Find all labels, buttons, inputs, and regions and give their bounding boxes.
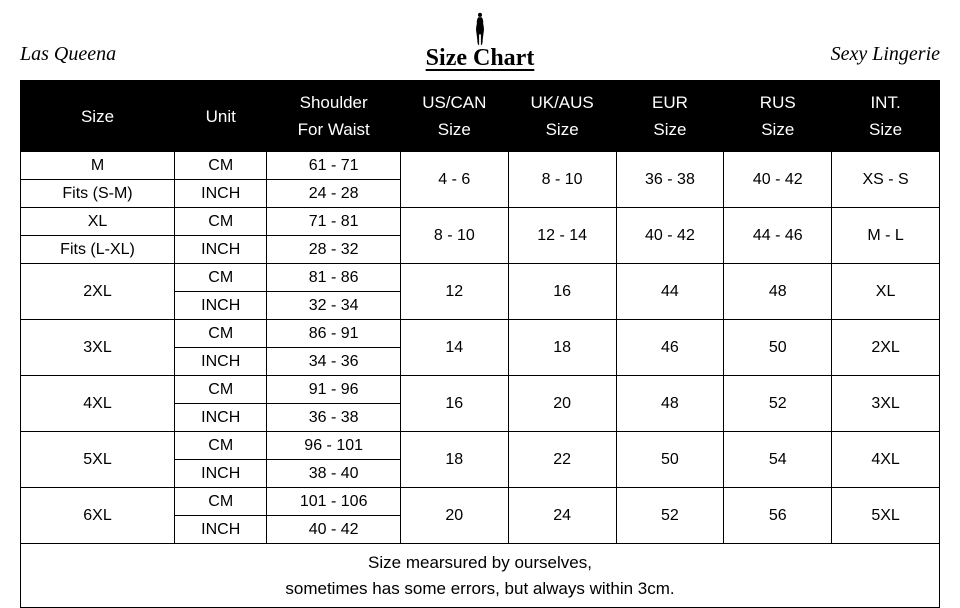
column-header: UK/AUSSize — [508, 81, 616, 152]
column-header: ShoulderFor Waist — [267, 81, 400, 152]
cell-size: Fits (S-M) — [21, 180, 175, 208]
cell-waist: 40 - 42 — [267, 516, 400, 544]
cell-int: 4XL — [832, 432, 940, 488]
cell-uk: 24 — [508, 488, 616, 544]
cell-int: M - L — [832, 208, 940, 264]
cell-unit: CM — [175, 432, 267, 460]
cell-waist: 101 - 106 — [267, 488, 400, 516]
brand-right: Sexy Lingerie — [831, 43, 940, 66]
cell-waist: 34 - 36 — [267, 348, 400, 376]
cell-uk: 12 - 14 — [508, 208, 616, 264]
column-header: Unit — [175, 81, 267, 152]
cell-waist: 71 - 81 — [267, 208, 400, 236]
table-row: 4XLCM91 - 96162048523XL — [21, 376, 940, 404]
cell-us: 16 — [400, 376, 508, 432]
cell-waist: 61 - 71 — [267, 152, 400, 180]
column-header: EURSize — [616, 81, 724, 152]
cell-size: 4XL — [21, 376, 175, 432]
cell-waist: 81 - 86 — [267, 264, 400, 292]
cell-int: XL — [832, 264, 940, 320]
table-body: MCM61 - 714 - 68 - 1036 - 3840 - 42XS - … — [21, 152, 940, 608]
cell-int: XS - S — [832, 152, 940, 208]
cell-eur: 48 — [616, 376, 724, 432]
cell-unit: INCH — [175, 236, 267, 264]
footnote-text: Size mearsured by ourselves,sometimes ha… — [21, 544, 940, 608]
cell-waist: 32 - 34 — [267, 292, 400, 320]
cell-us: 12 — [400, 264, 508, 320]
cell-uk: 16 — [508, 264, 616, 320]
cell-rus: 40 - 42 — [724, 152, 832, 208]
table-row: 5XLCM96 - 101182250544XL — [21, 432, 940, 460]
cell-unit: CM — [175, 488, 267, 516]
cell-eur: 36 - 38 — [616, 152, 724, 208]
cell-waist: 86 - 91 — [267, 320, 400, 348]
column-header: RUSSize — [724, 81, 832, 152]
cell-us: 18 — [400, 432, 508, 488]
cell-us: 20 — [400, 488, 508, 544]
cell-unit: INCH — [175, 348, 267, 376]
table-row: 6XLCM101 - 106202452565XL — [21, 488, 940, 516]
header: Las Queena Size Chart Sexy Lingerie — [20, 10, 940, 72]
cell-waist: 96 - 101 — [267, 432, 400, 460]
cell-waist: 91 - 96 — [267, 376, 400, 404]
cell-rus: 52 — [724, 376, 832, 432]
column-header: Size — [21, 81, 175, 152]
cell-waist: 38 - 40 — [267, 460, 400, 488]
cell-us: 14 — [400, 320, 508, 376]
silhouette-icon — [470, 11, 490, 47]
cell-waist: 24 - 28 — [267, 180, 400, 208]
cell-uk: 18 — [508, 320, 616, 376]
column-header: US/CANSize — [400, 81, 508, 152]
cell-unit: CM — [175, 320, 267, 348]
cell-unit: INCH — [175, 292, 267, 320]
cell-waist: 36 - 38 — [267, 404, 400, 432]
table-row: 3XLCM86 - 91141846502XL — [21, 320, 940, 348]
cell-unit: INCH — [175, 516, 267, 544]
cell-unit: CM — [175, 152, 267, 180]
footnote-row: Size mearsured by ourselves,sometimes ha… — [21, 544, 940, 608]
cell-size: Fits (L-XL) — [21, 236, 175, 264]
table-header: SizeUnitShoulderFor WaistUS/CANSizeUK/AU… — [21, 81, 940, 152]
cell-uk: 22 — [508, 432, 616, 488]
cell-unit: INCH — [175, 180, 267, 208]
cell-eur: 40 - 42 — [616, 208, 724, 264]
title-wrap: Size Chart — [426, 11, 535, 72]
cell-size: XL — [21, 208, 175, 236]
cell-rus: 56 — [724, 488, 832, 544]
cell-rus: 44 - 46 — [724, 208, 832, 264]
cell-unit: INCH — [175, 460, 267, 488]
cell-unit: INCH — [175, 404, 267, 432]
cell-rus: 54 — [724, 432, 832, 488]
cell-eur: 44 — [616, 264, 724, 320]
cell-size: 2XL — [21, 264, 175, 320]
cell-unit: CM — [175, 376, 267, 404]
cell-int: 2XL — [832, 320, 940, 376]
cell-size: M — [21, 152, 175, 180]
cell-us: 8 - 10 — [400, 208, 508, 264]
brand-left: Las Queena — [20, 43, 116, 66]
cell-uk: 20 — [508, 376, 616, 432]
cell-int: 5XL — [832, 488, 940, 544]
table-row: XLCM71 - 818 - 1012 - 1440 - 4244 - 46M … — [21, 208, 940, 236]
cell-unit: CM — [175, 208, 267, 236]
cell-us: 4 - 6 — [400, 152, 508, 208]
cell-int: 3XL — [832, 376, 940, 432]
page-title: Size Chart — [426, 45, 535, 72]
column-header: INT.Size — [832, 81, 940, 152]
table-row: 2XLCM81 - 8612164448XL — [21, 264, 940, 292]
cell-unit: CM — [175, 264, 267, 292]
table-row: MCM61 - 714 - 68 - 1036 - 3840 - 42XS - … — [21, 152, 940, 180]
cell-eur: 50 — [616, 432, 724, 488]
cell-uk: 8 - 10 — [508, 152, 616, 208]
cell-eur: 46 — [616, 320, 724, 376]
cell-size: 6XL — [21, 488, 175, 544]
cell-size: 3XL — [21, 320, 175, 376]
cell-eur: 52 — [616, 488, 724, 544]
cell-rus: 48 — [724, 264, 832, 320]
size-chart-table: SizeUnitShoulderFor WaistUS/CANSizeUK/AU… — [20, 80, 940, 608]
cell-size: 5XL — [21, 432, 175, 488]
cell-rus: 50 — [724, 320, 832, 376]
cell-waist: 28 - 32 — [267, 236, 400, 264]
